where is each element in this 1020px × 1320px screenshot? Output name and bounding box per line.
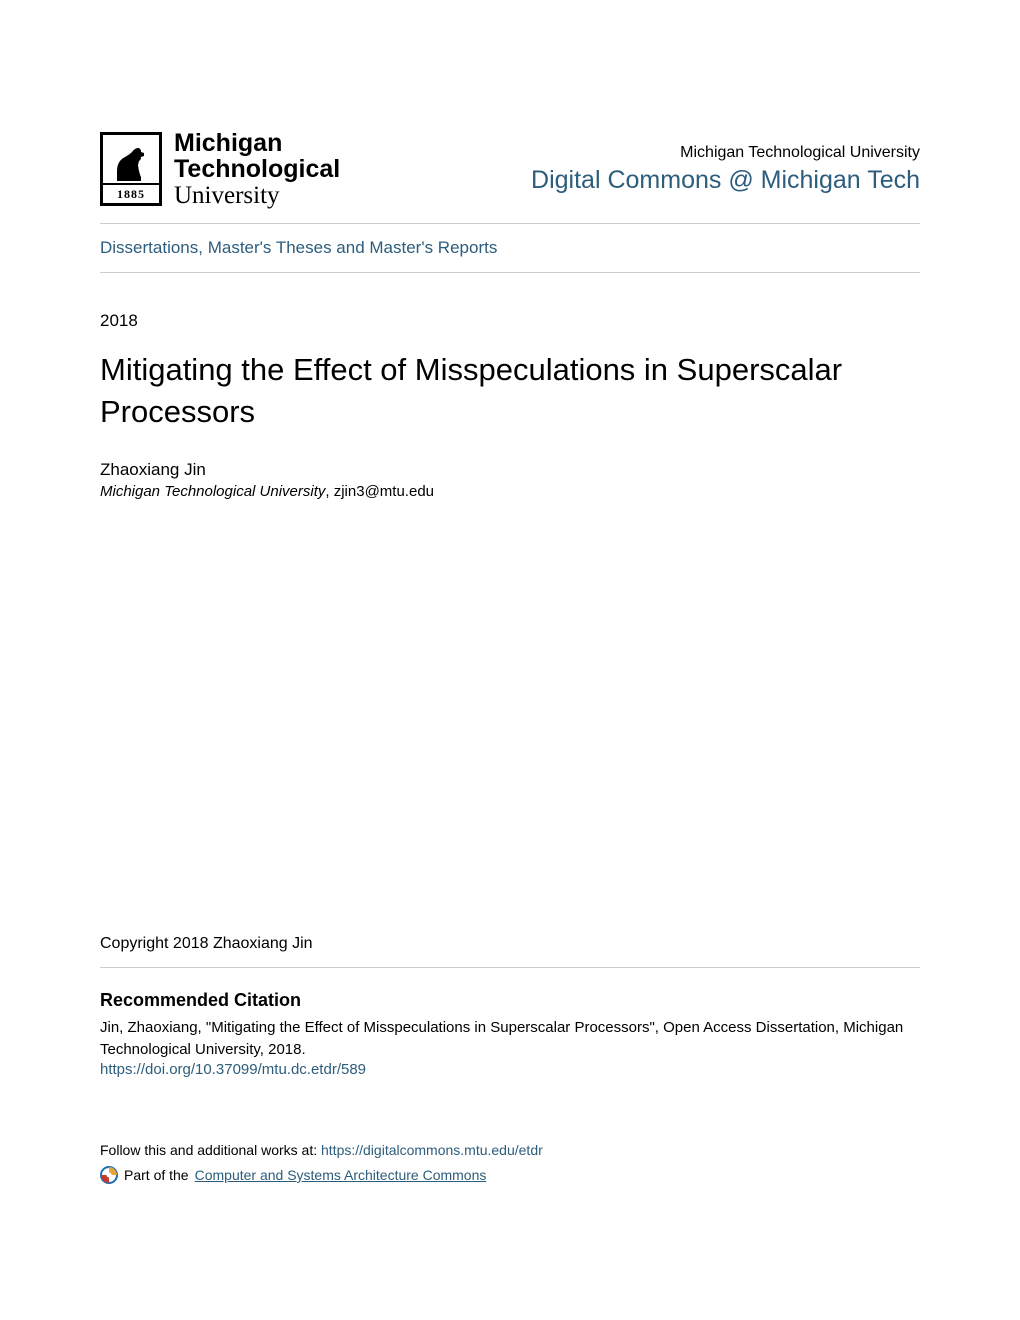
- logo-mark: 1885: [100, 132, 162, 206]
- copyright-notice: Copyright 2018 Zhaoxiang Jin: [100, 935, 920, 953]
- doi-link[interactable]: https://doi.org/10.37099/mtu.dc.etdr/589: [100, 1061, 920, 1078]
- header-right: Michigan Technological University Digita…: [531, 144, 920, 195]
- paper-title: Mitigating the Effect of Misspeculations…: [100, 349, 920, 433]
- logo-line-2: Technological: [174, 156, 340, 182]
- affiliation-email: , zjin3@mtu.edu: [325, 483, 434, 500]
- divider: [100, 967, 920, 968]
- logo-wordmark: Michigan Technological University: [174, 130, 340, 209]
- citation-text: Jin, Zhaoxiang, "Mitigating the Effect o…: [100, 1017, 920, 1061]
- repository-link[interactable]: Digital Commons @ Michigan Tech: [531, 166, 920, 195]
- follow-prefix: Follow this and additional works at:: [100, 1142, 321, 1158]
- part-of-prefix: Part of the: [124, 1167, 189, 1183]
- logo-line-3: University: [174, 183, 340, 209]
- divider: [100, 272, 920, 273]
- network-icon: [100, 1166, 118, 1184]
- author-affiliation: Michigan Technological University, zjin3…: [100, 483, 920, 500]
- follow-line: Follow this and additional works at: htt…: [100, 1142, 920, 1158]
- commons-link[interactable]: Computer and Systems Architecture Common…: [195, 1167, 487, 1183]
- logo-year: 1885: [103, 185, 159, 203]
- follow-url[interactable]: https://digitalcommons.mtu.edu/etdr: [321, 1142, 543, 1158]
- university-logo: 1885 Michigan Technological University: [100, 130, 340, 209]
- recommended-citation-heading: Recommended Citation: [100, 990, 920, 1011]
- collection-link[interactable]: Dissertations, Master's Theses and Maste…: [100, 224, 920, 272]
- author-name: Zhaoxiang Jin: [100, 460, 920, 480]
- institution-name: Michigan Technological University: [531, 144, 920, 162]
- logo-line-1: Michigan: [174, 130, 340, 156]
- page-header: 1885 Michigan Technological University M…: [100, 130, 920, 209]
- part-of-line: Part of the Computer and Systems Archite…: [100, 1166, 920, 1184]
- affiliation-institution: Michigan Technological University: [100, 483, 325, 500]
- publication-year: 2018: [100, 311, 920, 331]
- husky-icon: [103, 135, 159, 185]
